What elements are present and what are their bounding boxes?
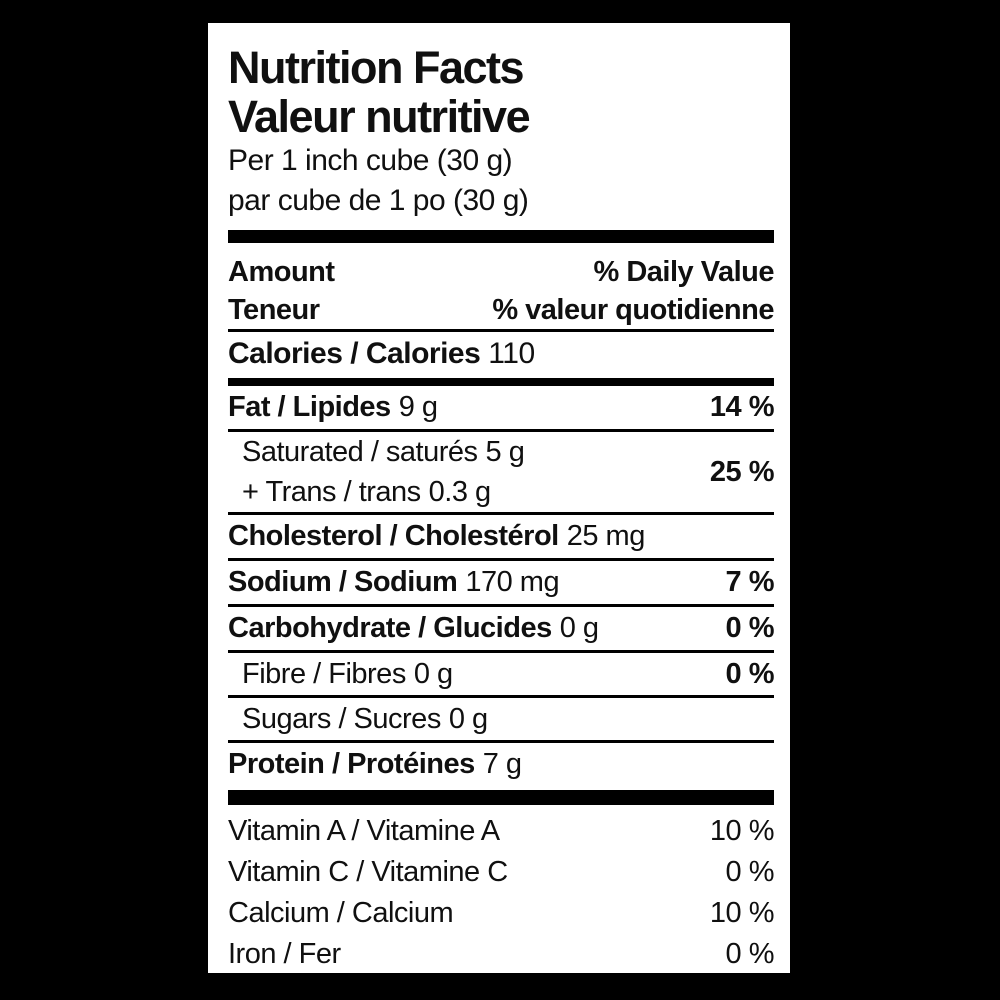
fat-row: Fat / Lipides 9 g 14 %: [228, 386, 775, 429]
daily-value-label-english: % Daily Value: [593, 256, 775, 288]
saturated-row: Saturated / saturés 5 g: [228, 432, 525, 472]
sodium-row: Sodium / Sodium 170 mg 7 %: [228, 561, 775, 604]
daily-value-label-french: % valeur quotidienne: [492, 294, 774, 326]
trans-amount: 0.3 g: [428, 476, 492, 508]
protein-name: Protein / Protéines: [228, 748, 475, 780]
amount-label-english: Amount: [228, 256, 335, 288]
fibre-row: Fibre / Fibres 0 g 0 %: [228, 653, 775, 695]
calories-divider-bar: [228, 378, 774, 386]
fibre-daily-value: 0 %: [725, 657, 775, 690]
amount-header-row-french: Teneur % valeur quotidienne: [228, 291, 774, 329]
protein-divider-bar: [228, 790, 774, 805]
divider-rule: [228, 558, 774, 561]
vitamin-c-row: Vitamin C / Vitamine C 0 %: [228, 852, 775, 893]
carbohydrate-daily-value: 0 %: [725, 612, 775, 644]
cholesterol-amount: 25 mg: [566, 520, 646, 552]
vitamin-a-name: Vitamin A / Vitamine A: [228, 815, 500, 847]
sugars-row: Sugars / Sucres 0 g: [228, 698, 774, 740]
carbohydrate-name: Carbohydrate / Glucides: [228, 612, 552, 644]
divider-rule: [228, 512, 774, 515]
title-english: Nutrition Facts: [228, 42, 525, 93]
serving-size-french: par cube de 1 po (30 g): [228, 184, 529, 217]
iron-row: Iron / Fer 0 %: [228, 934, 775, 975]
vitamin-a-row: Vitamin A / Vitamine A 10 %: [228, 811, 775, 852]
fat-daily-value: 14 %: [709, 391, 775, 423]
divider-rule: [228, 695, 774, 698]
fat-amount: 9 g: [398, 391, 438, 423]
trans-row: + Trans / trans 0.3 g: [228, 472, 524, 512]
calories-name: Calories / Calories: [228, 337, 481, 370]
fibre-name: Fibre / Fibres: [242, 657, 406, 690]
vitamin-c-name: Vitamin C / Vitamine C: [228, 856, 508, 888]
calcium-daily-value: 10 %: [709, 897, 775, 929]
header-divider-bar: [228, 230, 774, 243]
saturated-trans-daily-value: 25 %: [709, 455, 775, 488]
fibre-amount: 0 g: [413, 657, 453, 690]
divider-rule: [228, 604, 774, 607]
nutrition-facts-label: Nutrition Facts Valeur nutritive Per 1 i…: [208, 23, 790, 973]
calories-value: 110: [488, 337, 535, 370]
calories-row: Calories / Calories 110: [228, 332, 774, 376]
calcium-row: Calcium / Calcium 10 %: [228, 893, 775, 934]
amount-label-french: Teneur: [228, 294, 320, 326]
carbohydrate-amount: 0 g: [559, 612, 599, 644]
divider-rule: [228, 740, 774, 743]
trans-name: + Trans / trans: [242, 476, 421, 508]
amount-header-row-english: Amount % Daily Value: [228, 253, 774, 291]
protein-amount: 7 g: [482, 748, 522, 780]
serving-size-english: Per 1 inch cube (30 g): [228, 144, 513, 177]
divider-rule: [228, 650, 774, 653]
sodium-daily-value: 7 %: [725, 566, 775, 598]
sodium-name: Sodium / Sodium: [228, 566, 458, 598]
divider-rule: [228, 329, 774, 332]
iron-name: Iron / Fer: [228, 938, 341, 970]
sugars-name: Sugars / Sucres: [242, 702, 441, 735]
vitamin-c-daily-value: 0 %: [725, 856, 775, 888]
cholesterol-row: Cholesterol / Cholestérol 25 mg: [228, 515, 774, 558]
divider-rule: [228, 429, 774, 432]
sugars-amount: 0 g: [448, 702, 488, 735]
fat-name: Fat / Lipides: [228, 391, 391, 423]
saturated-name: Saturated / saturés: [242, 436, 478, 468]
sodium-amount: 170 mg: [465, 566, 560, 598]
cholesterol-name: Cholesterol / Cholestérol: [228, 520, 559, 552]
calcium-name: Calcium / Calcium: [228, 897, 454, 929]
vitamin-a-daily-value: 10 %: [709, 815, 775, 847]
carbohydrate-row: Carbohydrate / Glucides 0 g 0 %: [228, 607, 775, 650]
iron-daily-value: 0 %: [725, 938, 775, 970]
saturated-trans-group: Saturated / saturés 5 g + Trans / trans 0.…: [228, 432, 775, 512]
saturated-amount: 5 g: [485, 436, 525, 468]
title-french: Valeur nutritive: [228, 91, 531, 142]
protein-row: Protein / Protéines 7 g: [228, 743, 774, 786]
